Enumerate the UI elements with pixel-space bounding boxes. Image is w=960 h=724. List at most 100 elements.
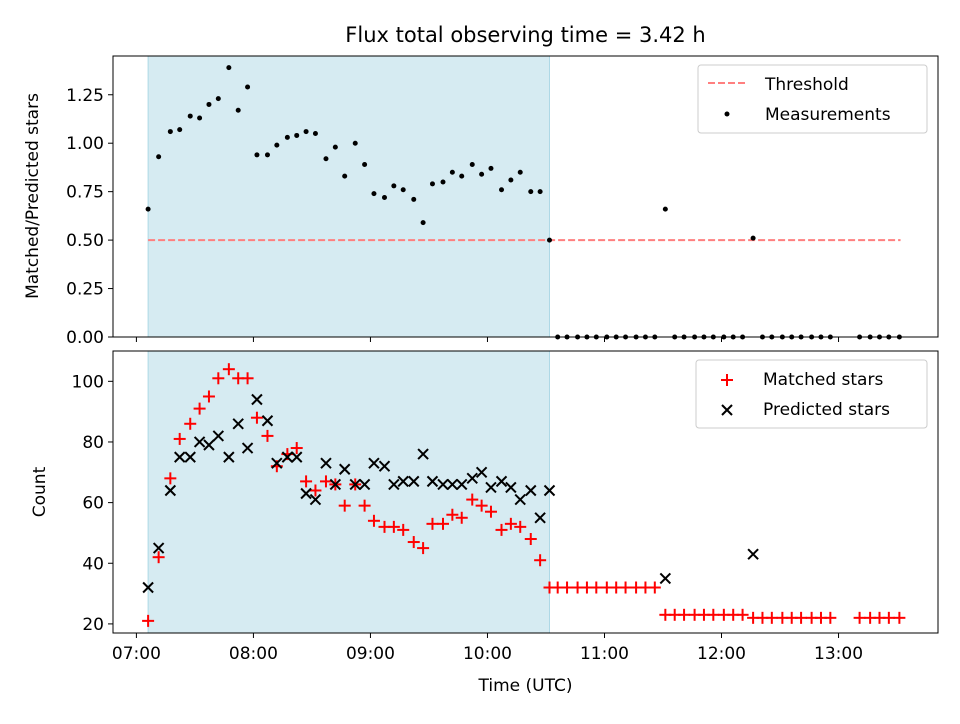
y-tick-label: 0.25 xyxy=(66,280,104,300)
predicted-stars-point xyxy=(437,478,449,491)
measurement-point xyxy=(429,181,435,187)
predicted-stars-point xyxy=(417,448,429,460)
predicted-stars-point xyxy=(514,493,526,506)
top-legend: Threshold Measurements xyxy=(697,64,928,134)
predicted-stars-point xyxy=(164,484,177,497)
matched-stars-point xyxy=(319,475,332,488)
x-tick-label: 11:00 xyxy=(580,644,629,664)
predicted-stars-point xyxy=(173,451,186,463)
measurement-point xyxy=(499,187,505,193)
x-tick-label: 08:00 xyxy=(229,644,278,664)
matched-stars-point xyxy=(561,581,574,594)
measurement-point xyxy=(508,177,514,183)
y-tick-label: 1.00 xyxy=(66,134,104,154)
top-y-axis-label: Matched/Predicted stars xyxy=(23,93,43,299)
matched-stars-point xyxy=(824,611,837,624)
predicted-stars-point xyxy=(475,466,488,478)
matched-stars-point xyxy=(261,429,274,442)
y-tick-label: 0.00 xyxy=(66,328,104,348)
x-tick-label: 09:00 xyxy=(346,644,395,664)
predicted-stars-point xyxy=(329,478,342,491)
measurement-point xyxy=(167,129,173,135)
matched-stars-point xyxy=(407,536,420,549)
matched-stars-point xyxy=(290,442,303,455)
matched-stars-point xyxy=(184,417,197,430)
measurement-point xyxy=(449,169,455,175)
measurement-point xyxy=(226,65,232,71)
matched-stars-point xyxy=(202,390,215,403)
measurement-point xyxy=(264,152,270,158)
predicted-stars-point xyxy=(368,457,380,469)
predicted-stars-point xyxy=(320,457,332,469)
measurement-point xyxy=(459,173,465,179)
measurement-point xyxy=(528,189,534,195)
y-tick-label: 100 xyxy=(72,372,104,392)
matched-stars-point xyxy=(338,499,351,512)
bottom-panel: 20 40 60 80 100 07:00 08:00 09:00 10:00 11:00 12:… xyxy=(30,350,939,696)
matched-stars-point xyxy=(173,432,186,445)
bottom-x-ticks: 07:00 08:00 09:00 10:00 11:00 12:00 13:00 xyxy=(112,633,863,664)
matched-stars-point xyxy=(882,611,895,624)
matched-stars-point xyxy=(426,517,439,530)
matched-stars-point xyxy=(437,517,449,530)
predicted-stars-point xyxy=(300,487,312,500)
predicted-stars-point xyxy=(485,481,497,494)
legend-matched-swatch xyxy=(721,374,733,386)
predicted-stars-point xyxy=(261,415,274,427)
matched-stars-point xyxy=(455,511,468,524)
predicted-stars-point xyxy=(505,481,517,494)
predicted-stars-point xyxy=(525,484,537,497)
bottom-points xyxy=(142,363,906,627)
measurement-point xyxy=(662,206,668,212)
predicted-stars-point xyxy=(338,463,351,475)
predicted-stars-point xyxy=(456,478,468,491)
predicted-stars-point xyxy=(388,478,400,491)
measurement-point xyxy=(400,187,406,193)
predicted-stars-point xyxy=(271,457,283,469)
predicted-stars-point xyxy=(193,436,206,448)
predicted-stars-point xyxy=(203,439,215,451)
measurement-point xyxy=(332,144,338,150)
y-tick-label: 1.25 xyxy=(66,86,104,106)
matched-stars-point xyxy=(241,372,254,385)
matched-stars-point xyxy=(300,475,313,488)
matched-stars-point xyxy=(417,542,430,555)
predicted-stars-point xyxy=(446,478,459,491)
matched-stars-point xyxy=(446,508,459,521)
measurement-point xyxy=(197,115,203,121)
measurement-point xyxy=(156,154,162,160)
measurement-point xyxy=(469,162,475,168)
bottom-legend-frame xyxy=(695,359,928,429)
matched-stars-point xyxy=(142,614,155,627)
top-panel: 0.00 0.25 0.50 0.75 1.00 1.25 Flux total obse… xyxy=(23,23,939,348)
measurement-point xyxy=(381,194,387,200)
matched-stars-point xyxy=(678,608,691,621)
predicted-stars-point xyxy=(397,475,409,488)
matched-stars-point xyxy=(152,551,165,564)
bottom-y-ticks: 20 40 60 80 100 xyxy=(72,372,113,635)
x-tick-label: 10:00 xyxy=(463,644,512,664)
predicted-stars-point xyxy=(466,472,478,485)
matched-stars-point xyxy=(765,611,778,624)
predicted-stars-point xyxy=(378,460,391,472)
predicted-stars-point xyxy=(358,478,371,491)
x-axis-label: Time (UTC) xyxy=(478,676,573,696)
measurement-point xyxy=(371,191,377,197)
matched-stars-point xyxy=(514,520,527,533)
legend-predicted-swatch xyxy=(721,404,733,416)
predicted-stars-point xyxy=(543,484,556,497)
measurement-point xyxy=(362,162,368,168)
measurement-point xyxy=(488,165,494,171)
y-tick-label: 60 xyxy=(82,494,104,514)
bottom-y-axis-label: Count xyxy=(30,466,50,517)
x-tick-label: 12:00 xyxy=(697,644,746,664)
predicted-stars-point xyxy=(659,572,672,585)
matched-stars-point xyxy=(736,608,749,621)
measurement-point xyxy=(537,189,543,195)
legend-threshold-label: Threshold xyxy=(764,75,849,95)
matched-stars-point xyxy=(250,411,263,424)
measurement-point xyxy=(440,179,446,185)
measurement-point xyxy=(235,107,241,113)
measurement-point xyxy=(274,142,280,148)
matched-stars-point xyxy=(590,581,603,594)
